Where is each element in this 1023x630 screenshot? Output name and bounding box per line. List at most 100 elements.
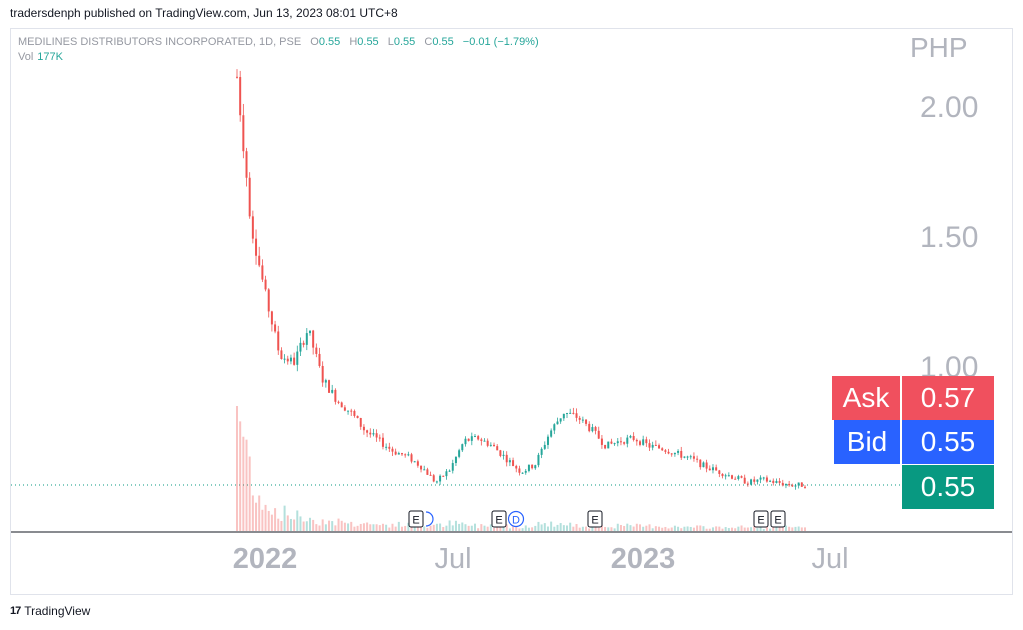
volume-bar xyxy=(791,527,794,531)
ask-price: 0.57 xyxy=(902,376,994,420)
candle-body xyxy=(585,419,588,424)
volume-bar xyxy=(258,495,261,531)
volume-bar xyxy=(642,526,645,531)
candle-body xyxy=(550,430,553,437)
volume-bar xyxy=(629,525,632,531)
volume-bar xyxy=(274,508,277,531)
volume-bar xyxy=(499,525,502,531)
volume-bar xyxy=(255,502,258,531)
candle-body xyxy=(496,446,499,451)
footer[interactable]: 17 TradingView xyxy=(10,604,90,618)
volume-bar xyxy=(705,528,708,531)
candle-body xyxy=(731,475,734,479)
candle-body xyxy=(543,444,546,449)
volume-bar xyxy=(277,518,280,531)
earnings-marker-label: E xyxy=(757,515,764,527)
volume-bar xyxy=(343,522,346,531)
volume-bar xyxy=(442,526,445,531)
volume-bar xyxy=(362,523,365,531)
volume-bar xyxy=(391,523,394,531)
volume-bar xyxy=(423,526,426,531)
time-tick: 2022 xyxy=(232,543,298,575)
volume-bar xyxy=(575,524,578,531)
candle-body xyxy=(512,460,515,466)
candle-body xyxy=(404,454,407,456)
candle-body xyxy=(480,439,483,441)
candle-body xyxy=(318,353,321,366)
volume-bar xyxy=(784,525,787,531)
candle-body xyxy=(645,439,648,444)
tradingview-logo-icon: 17 xyxy=(10,605,21,617)
candle-body xyxy=(362,426,365,431)
candle-body xyxy=(566,413,569,415)
volume-legend: Vol 177K xyxy=(18,51,63,63)
candle-body xyxy=(683,456,686,458)
candle-body xyxy=(654,444,657,446)
volume-bar xyxy=(381,523,384,531)
volume-bar xyxy=(689,526,692,531)
volume-bar xyxy=(416,526,419,531)
candle-body xyxy=(759,477,762,480)
volume-bar xyxy=(375,524,378,531)
volume-bar xyxy=(435,523,438,531)
candle-body xyxy=(600,438,603,445)
candle-body xyxy=(775,480,778,483)
dividend-accent-icon xyxy=(425,511,434,527)
candle-body xyxy=(537,454,540,466)
candle-body xyxy=(692,456,695,459)
volume-bar xyxy=(385,524,388,531)
candle-body xyxy=(328,380,331,393)
volume-bar xyxy=(711,527,714,531)
volume-bar xyxy=(683,526,686,531)
candle-body xyxy=(293,357,296,365)
volume-bar xyxy=(534,525,537,531)
candle-body xyxy=(750,479,753,485)
earnings-marker-label: E xyxy=(591,515,598,527)
volume-bar xyxy=(461,522,464,531)
candle-body xyxy=(597,430,600,439)
volume-bar xyxy=(702,526,705,531)
candle-body xyxy=(236,76,238,78)
candle-body xyxy=(473,436,476,438)
volume-bar xyxy=(753,526,756,531)
earnings-marker-label: E xyxy=(412,515,419,527)
volume-bar xyxy=(553,526,556,531)
volume-bar xyxy=(648,524,651,531)
volume-bar xyxy=(569,522,572,531)
volume-bar xyxy=(353,526,356,531)
candle-body xyxy=(724,475,727,477)
volume-bar xyxy=(686,526,689,531)
volume-bar xyxy=(467,525,470,531)
candle-body xyxy=(800,482,803,487)
candle-body xyxy=(658,445,661,449)
volume-bar xyxy=(508,528,511,531)
candle-body xyxy=(245,151,248,178)
candle-body xyxy=(604,444,607,449)
candle-body xyxy=(286,358,289,362)
low-label: L xyxy=(387,36,394,48)
volume-bar xyxy=(432,524,435,531)
volume-bar xyxy=(496,524,499,531)
candle-body xyxy=(594,427,597,431)
candle-body xyxy=(401,453,404,455)
volume-bar xyxy=(318,525,321,531)
candle-body xyxy=(454,456,457,464)
volume-bar xyxy=(585,526,588,531)
volume-bar xyxy=(524,525,527,531)
candle-body xyxy=(505,454,508,463)
candle-body xyxy=(708,468,711,471)
candle-body xyxy=(638,441,641,445)
volume-bar xyxy=(673,525,676,531)
candle-body xyxy=(445,471,448,477)
volume-bar xyxy=(645,525,648,531)
volume-bar xyxy=(512,525,515,531)
volume-bar xyxy=(388,527,391,531)
volume-bar xyxy=(775,525,778,531)
open-value: 0.55 xyxy=(318,36,341,48)
candle-body xyxy=(746,483,749,485)
volume-bar xyxy=(566,525,569,531)
volume-bar xyxy=(324,524,327,531)
volume-bar xyxy=(540,524,543,531)
candle-body xyxy=(388,446,391,449)
